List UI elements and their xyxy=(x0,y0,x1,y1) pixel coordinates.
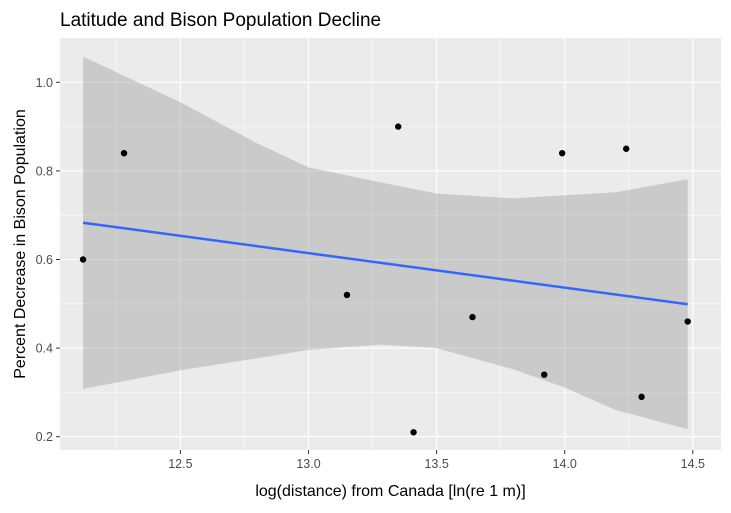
trend-line xyxy=(82,221,688,306)
x-tick-label: 14.0 xyxy=(553,457,577,471)
data-point xyxy=(120,149,128,157)
data-point xyxy=(623,145,630,152)
data-point xyxy=(394,123,402,130)
x-tick-label: 13.5 xyxy=(424,457,448,471)
data-points xyxy=(79,123,691,436)
data-point xyxy=(79,256,87,263)
data-point xyxy=(410,429,417,436)
data-point xyxy=(343,291,351,299)
plot-panel xyxy=(60,38,721,450)
y-tick-label: 0.4 xyxy=(36,342,53,356)
y-tick-label: 1.0 xyxy=(36,76,53,90)
y-tick-label: 0.2 xyxy=(36,430,53,444)
y-axis-ticks: 0.2 0.4 0.6 0.8 1.0 xyxy=(36,76,60,444)
confidence-band xyxy=(83,56,688,430)
x-axis-title: log(distance) from Canada [ln(re 1 m)] xyxy=(255,483,525,500)
y-tick-label: 0.8 xyxy=(36,164,53,178)
x-tick-label: 14.5 xyxy=(681,457,705,471)
data-point xyxy=(684,318,691,325)
chart-title: Latitude and Bison Population Decline xyxy=(60,10,381,31)
data-point xyxy=(541,371,548,378)
y-tick-label: 0.6 xyxy=(36,253,53,267)
x-tick-label: 13.0 xyxy=(296,457,320,471)
grid-major xyxy=(60,38,721,450)
data-point xyxy=(558,149,566,157)
x-tick-label: 12.5 xyxy=(168,457,192,471)
data-point xyxy=(469,313,476,321)
y-axis-title: Percent Decrease in Bison Population xyxy=(12,109,29,379)
data-point xyxy=(638,393,645,401)
x-axis-ticks: 12.5 13.0 13.5 14.0 14.5 xyxy=(168,450,705,471)
